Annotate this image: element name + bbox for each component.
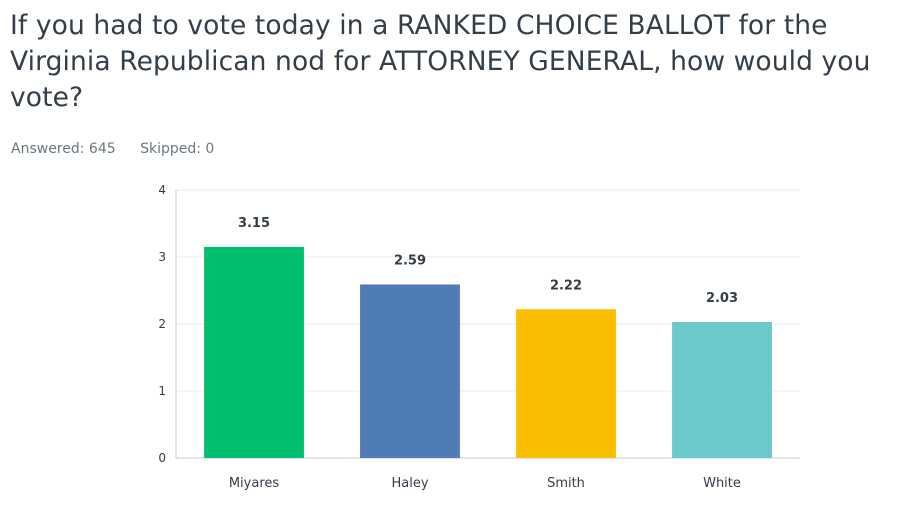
category-label: White bbox=[703, 476, 741, 491]
question-title: If you had to vote today in a RANKED CHO… bbox=[10, 10, 871, 113]
category-label: Miyares bbox=[229, 476, 280, 491]
category-label: Smith bbox=[547, 476, 585, 491]
data-labels: 3.15 2.59 2.22 2.03 bbox=[238, 216, 738, 306]
bar bbox=[360, 284, 460, 458]
skipped-count: Skipped: 0 bbox=[140, 141, 215, 157]
bar bbox=[516, 309, 616, 458]
y-tick-label: 4 bbox=[158, 183, 166, 197]
data-label: 2.03 bbox=[706, 291, 738, 306]
response-stats: Answered: 645 Skipped: 0 bbox=[11, 141, 234, 157]
y-tick-label: 0 bbox=[158, 451, 166, 465]
bars bbox=[204, 246, 772, 458]
answered-count: Answered: 645 bbox=[11, 141, 116, 157]
data-label: 3.15 bbox=[238, 216, 270, 231]
bar bbox=[204, 246, 304, 458]
y-tick-label: 2 bbox=[158, 317, 166, 331]
bar bbox=[672, 321, 772, 458]
y-tick-labels: 0 1 2 3 4 bbox=[158, 183, 166, 465]
data-label: 2.22 bbox=[550, 278, 582, 293]
y-tick-label: 3 bbox=[158, 250, 166, 264]
y-tick-label: 1 bbox=[158, 384, 166, 398]
category-label: Haley bbox=[391, 476, 428, 491]
data-label: 2.59 bbox=[394, 253, 426, 268]
category-labels: Miyares Haley Smith White bbox=[229, 476, 741, 491]
